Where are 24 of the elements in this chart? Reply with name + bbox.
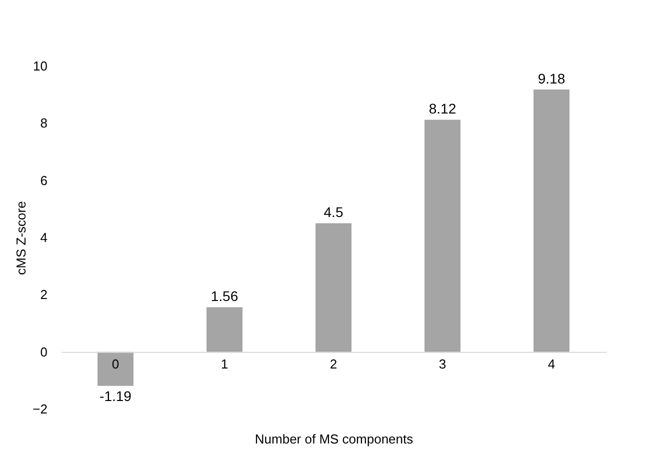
y-axis-title: cMS Z-score <box>14 201 29 275</box>
bar <box>98 352 134 386</box>
y-tick-label: 10 <box>33 58 48 74</box>
x-axis-title: Number of MS components <box>254 432 414 446</box>
x-tick-label: 2 <box>330 356 338 372</box>
data-label: 1.56 <box>210 288 238 304</box>
data-label: -1.19 <box>100 388 132 404</box>
y-tick-label: −2 <box>32 402 48 416</box>
data-label: 8.12 <box>428 100 456 117</box>
y-tick-label: 2 <box>40 287 48 302</box>
data-label: 9.18 <box>538 70 566 86</box>
y-tick-label: 4 <box>40 230 48 245</box>
y-tick-label: 8 <box>40 116 48 131</box>
x-tick-label: 3 <box>438 356 446 372</box>
bar <box>424 120 460 352</box>
y-tick-label: 0 <box>40 344 48 360</box>
data-label: 4.5 <box>324 204 344 220</box>
y-tick-label: 6 <box>40 172 48 188</box>
bar <box>206 307 242 352</box>
bar <box>534 89 570 352</box>
x-tick-label: 0 <box>112 356 120 372</box>
x-tick-label: 4 <box>548 356 556 372</box>
x-tick-label: 1 <box>220 356 228 372</box>
bar <box>316 223 352 352</box>
